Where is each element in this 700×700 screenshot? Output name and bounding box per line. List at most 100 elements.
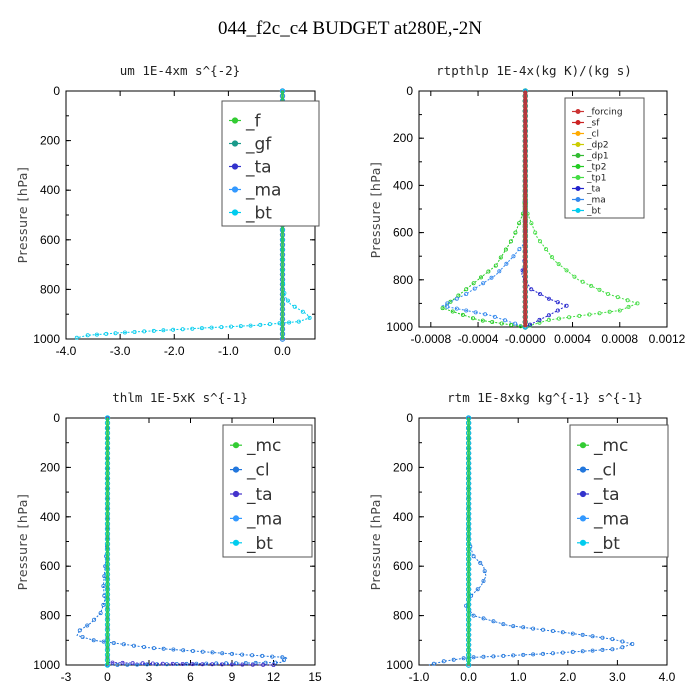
series-markers-ta <box>520 89 569 327</box>
data-point <box>577 313 582 318</box>
y-tick-label: 0 <box>406 84 413 98</box>
series-markers-tp2 <box>440 89 528 329</box>
data-point <box>502 318 507 323</box>
legend-marker <box>232 539 240 546</box>
data-point <box>481 579 486 584</box>
legend-item: _ma <box>230 509 282 529</box>
legend-label: _tp1 <box>586 174 606 184</box>
y-tick-label: 200 <box>40 460 60 474</box>
legend-marker <box>579 515 587 522</box>
data-point <box>461 656 466 661</box>
legend-label: _bt <box>246 534 273 554</box>
y-axis-label: Pressure [hPa] <box>368 494 383 591</box>
data-point <box>531 652 536 657</box>
data-point <box>580 279 585 284</box>
data-point <box>509 322 514 327</box>
legend-label: _ma <box>586 196 606 206</box>
chart-panel-1: um 1E-4xm s^{-2} Pressure [hPa] 0 200 400 600… <box>15 63 320 358</box>
data-point <box>121 642 126 647</box>
legend-label: _cl <box>246 461 270 481</box>
legend-marker <box>232 466 240 473</box>
data-point <box>190 326 195 331</box>
data-point <box>220 662 225 667</box>
data-point <box>141 645 146 650</box>
legend-label: _tp2 <box>586 163 606 173</box>
legend-item: _forcing <box>572 108 623 118</box>
data-point <box>161 646 166 651</box>
data-point <box>92 617 97 622</box>
legend-marker <box>231 163 239 170</box>
legend-item: _ma <box>572 196 606 206</box>
legend-marker <box>579 490 587 498</box>
panel-title: rtpthlp 1E-4x(kg K)/(kg s) <box>436 63 632 78</box>
data-point <box>445 304 450 309</box>
data-point <box>240 662 245 667</box>
data-point <box>486 269 491 274</box>
data-point <box>538 291 543 296</box>
data-point <box>464 287 469 292</box>
data-point <box>626 304 631 309</box>
legend-marker <box>579 539 587 546</box>
data-point <box>503 247 508 252</box>
data-point <box>229 651 234 656</box>
data-point <box>560 630 565 635</box>
data-point <box>533 230 538 235</box>
data-point <box>550 651 555 656</box>
data-point <box>171 327 176 332</box>
legend-label: _ta <box>246 485 273 505</box>
data-point <box>180 662 185 667</box>
y-axis-label: Pressure [hPa] <box>368 162 383 259</box>
legend-marker <box>579 466 587 473</box>
data-point <box>431 661 436 666</box>
data-point <box>170 661 175 666</box>
data-point <box>481 616 486 621</box>
data-point <box>557 316 562 321</box>
legend-item: _dp2 <box>572 141 609 151</box>
legend-label: _bt <box>593 534 620 554</box>
x-tick-label: -3.0 <box>110 344 131 358</box>
data-point <box>171 647 176 652</box>
data-point <box>499 321 504 326</box>
data-point <box>501 653 506 658</box>
data-point <box>635 301 640 306</box>
series-line-ma <box>441 91 526 328</box>
data-point <box>482 569 487 574</box>
data-point <box>240 652 245 657</box>
data-point <box>478 275 483 280</box>
legend-marker <box>232 442 240 449</box>
x-tick-label: -0.0000 <box>505 332 546 346</box>
legend-marker <box>231 140 239 147</box>
y-tick-label: 600 <box>393 226 413 240</box>
data-point <box>292 304 297 309</box>
y-tick-label: 1000 <box>386 320 413 334</box>
data-point <box>115 662 120 667</box>
legend-item: _ma <box>577 509 629 529</box>
data-point <box>580 649 585 654</box>
data-point <box>511 653 516 658</box>
data-point <box>544 247 549 252</box>
data-point <box>497 269 502 274</box>
data-point <box>190 649 195 654</box>
data-point <box>150 661 155 666</box>
data-point <box>77 628 82 633</box>
data-point <box>296 319 301 324</box>
data-point <box>85 333 90 338</box>
legend-marker <box>231 117 239 124</box>
y-tick-label: 400 <box>393 510 413 524</box>
legend-item: _bt <box>572 207 601 217</box>
data-point <box>74 335 79 340</box>
data-point <box>200 662 205 667</box>
x-tick-label: -4.0 <box>56 344 77 358</box>
y-tick-label: 800 <box>393 609 413 623</box>
data-point <box>132 329 137 334</box>
legend-box <box>569 424 669 558</box>
data-point <box>541 651 546 656</box>
legend-marker <box>575 208 581 213</box>
data-point <box>483 312 488 317</box>
data-point <box>555 308 560 313</box>
legend-item: _bt <box>230 534 273 554</box>
data-point <box>454 306 459 311</box>
legend: _f _gf _ta _ma _bt <box>221 100 320 227</box>
y-tick-label: 600 <box>40 559 60 573</box>
